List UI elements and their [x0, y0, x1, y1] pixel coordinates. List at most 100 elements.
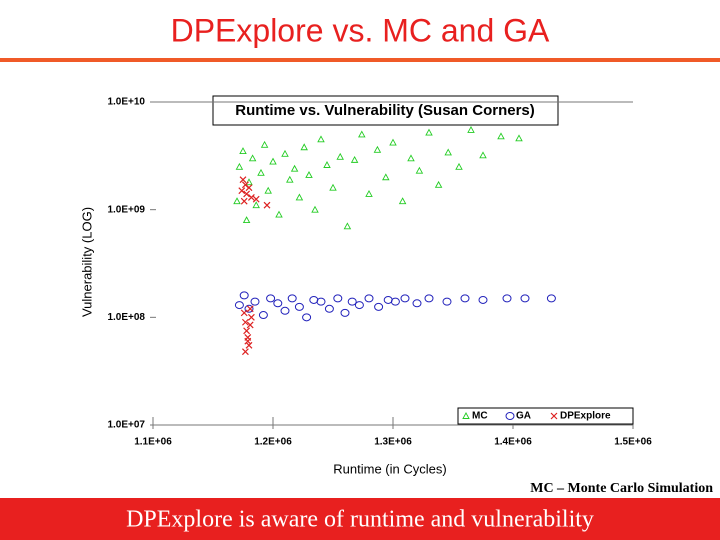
mc-point	[260, 140, 269, 148]
legend-label: GA	[516, 411, 531, 422]
ga-point	[502, 294, 512, 303]
dpexplore-point	[246, 305, 254, 313]
ga-point	[234, 301, 244, 310]
mc-point	[248, 154, 257, 162]
dpexplore-point	[244, 337, 252, 345]
ga-point	[442, 297, 452, 306]
mc-point	[235, 162, 244, 170]
mc-point	[264, 186, 272, 194]
note: MC – Monte Carlo Simulation	[530, 481, 713, 496]
mc-point	[281, 149, 289, 157]
chart-title: Runtime vs. Vulnerability (Susan Corners…	[235, 102, 535, 119]
y-tick-label: 1.0E+08	[107, 312, 145, 323]
ga-point	[244, 304, 254, 313]
ga-point	[364, 294, 374, 303]
mc-point	[275, 210, 283, 218]
dpexplore-point	[240, 197, 248, 205]
x-tick-label: 1.2E+06	[254, 437, 292, 448]
legend-marker	[462, 412, 470, 419]
mc-point	[269, 157, 277, 165]
dpexplore-point	[241, 348, 249, 356]
mc-point	[389, 138, 397, 146]
mc-point	[257, 168, 265, 176]
legend-label: MC	[472, 411, 488, 422]
mc-point	[300, 143, 308, 151]
ga-point	[294, 302, 304, 311]
ga-point	[302, 313, 312, 322]
footer-bar	[0, 498, 720, 540]
ga-point	[400, 294, 410, 303]
mc-point	[407, 154, 415, 162]
title-rule	[0, 58, 720, 62]
footer-text: DPExplore is aware of runtime and vulner…	[126, 507, 594, 533]
mc-point	[444, 148, 452, 156]
ga-point	[239, 291, 249, 300]
x-tick-label: 1.3E+06	[374, 437, 412, 448]
ga-point	[460, 294, 470, 303]
mc-point	[286, 175, 294, 183]
dpexplore-point	[247, 193, 255, 201]
dpexplore-point	[246, 321, 254, 329]
dpexplore-point	[243, 327, 251, 335]
x-tick-label: 1.5E+06	[614, 437, 652, 448]
mc-point	[415, 166, 424, 174]
mc-point	[467, 126, 475, 133]
x-tick-label: 1.1E+06	[134, 437, 172, 448]
legend-box	[457, 407, 634, 425]
ga-point	[374, 302, 384, 311]
mc-point	[242, 216, 251, 224]
legend-marker	[550, 412, 558, 420]
ga-point	[280, 306, 290, 315]
mc-point	[252, 201, 260, 209]
mc-point	[358, 130, 366, 138]
mc-point	[329, 183, 337, 191]
ga-point	[354, 301, 364, 310]
mc-point	[425, 128, 433, 136]
ga-point	[333, 294, 343, 303]
chart-title-box	[212, 95, 559, 126]
x-axis-label: Runtime (in Cycles)	[333, 461, 446, 476]
mc-point	[290, 164, 299, 172]
slide-title: DPExplore vs. MC and GA	[171, 12, 550, 48]
mc-point	[323, 161, 331, 168]
mc-point	[398, 197, 407, 205]
dpexplore-point	[245, 184, 253, 192]
ga-point	[546, 294, 556, 303]
mc-point	[311, 205, 319, 213]
ga-point	[347, 297, 357, 306]
ga-point	[287, 294, 297, 303]
mc-point	[317, 135, 325, 143]
legend-label: DPExplore	[560, 411, 611, 422]
dpexplore-point	[241, 318, 249, 326]
mc-point	[373, 145, 382, 153]
ga-point	[324, 304, 334, 313]
y-axis-label: Vulnerability (LOG)	[79, 207, 94, 317]
mc-point	[336, 152, 344, 160]
x-tick-label: 1.4E+06	[494, 437, 532, 448]
ga-point	[316, 297, 326, 306]
legend-marker	[505, 412, 515, 420]
dpexplore-point	[243, 190, 251, 198]
mc-point	[479, 151, 487, 159]
ga-point	[478, 295, 488, 304]
mc-point	[233, 197, 241, 205]
dpexplore-point	[263, 201, 271, 209]
mc-point	[455, 162, 463, 170]
y-tick-label: 1.0E+09	[107, 204, 145, 215]
ga-point	[258, 311, 268, 320]
mc-point	[295, 193, 304, 201]
mc-point	[497, 132, 505, 140]
mc-point	[365, 189, 373, 197]
ga-point	[390, 297, 400, 306]
mc-point	[239, 147, 247, 155]
mc-point	[305, 171, 313, 178]
y-tick-label: 1.0E+07	[107, 420, 145, 431]
mc-point	[515, 134, 523, 142]
ga-point	[520, 294, 530, 303]
dpexplore-point	[247, 313, 255, 321]
dpexplore-point	[238, 187, 246, 195]
y-tick-label: 1.0E+10	[107, 97, 145, 108]
mc-point	[343, 222, 352, 230]
dpexplore-point	[240, 309, 248, 317]
